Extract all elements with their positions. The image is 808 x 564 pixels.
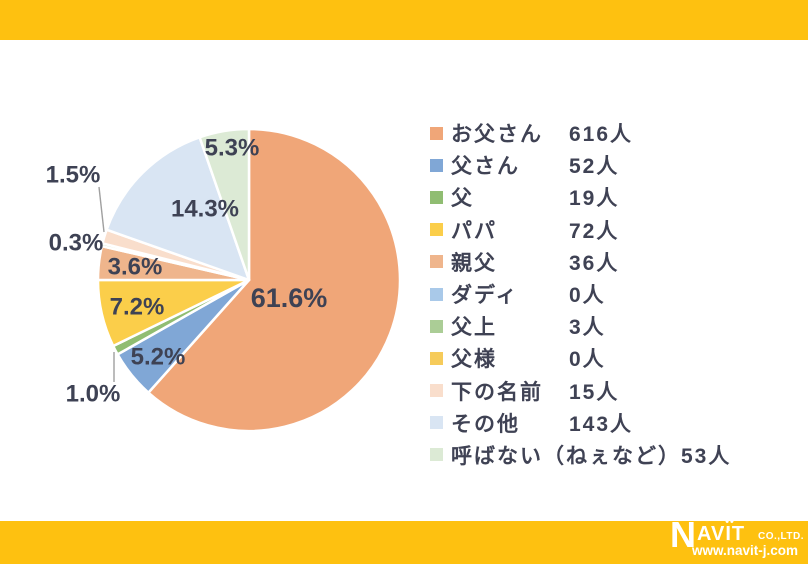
pie-percent-label: 1.5% bbox=[46, 162, 101, 189]
chart-legend: お父さん 616人 父さん 52人父 19人 パパ 72人 親父 36人 ダディ 0人 父上 3人 父様 0… bbox=[430, 117, 731, 471]
pie-percent-label: 0.3% bbox=[49, 230, 104, 257]
legend-swatch-icon bbox=[430, 319, 443, 333]
legend-swatch-icon bbox=[430, 126, 443, 140]
pie-percent-label: 14.3% bbox=[171, 196, 239, 223]
legend-row: 父上 3人 bbox=[430, 310, 731, 342]
legend-count: 53人 bbox=[681, 444, 732, 468]
legend-count: 3人 bbox=[569, 316, 606, 340]
legend-label: 下の名前 bbox=[451, 380, 543, 404]
pie-percent-label: 3.6% bbox=[108, 254, 163, 281]
legend-row: 父 19人 bbox=[430, 181, 731, 213]
legend-row: 下の名前 15人 bbox=[430, 375, 731, 407]
pie-slice bbox=[105, 136, 251, 282]
logo-letter-n: N bbox=[670, 514, 696, 555]
legend-count: 72人 bbox=[569, 219, 620, 243]
legend-count: 52人 bbox=[569, 155, 620, 179]
legend-label: 親父 bbox=[451, 251, 497, 275]
legend-label: 父上 bbox=[451, 316, 497, 340]
legend-label: 父さん bbox=[451, 155, 520, 179]
logo-wordmark: AVI T bbox=[697, 515, 746, 545]
legend-row: パパ 72人 bbox=[430, 214, 731, 246]
legend-row: その他 143人 bbox=[430, 407, 731, 439]
pie-percent-label: 1.0% bbox=[66, 381, 121, 408]
legend-row: 父様 0人 bbox=[430, 342, 731, 374]
logo-letter-t: T bbox=[731, 523, 746, 545]
logo-company-suffix: CO.,LTD. bbox=[758, 531, 805, 542]
legend-swatch-icon bbox=[430, 190, 443, 204]
legend-label: お父さん bbox=[451, 123, 543, 147]
legend-count: 143人 bbox=[569, 412, 634, 436]
logo-url: www.navit-j.com bbox=[692, 543, 799, 558]
legend-label: 父様 bbox=[451, 348, 497, 372]
pie-percent-label: 5.3% bbox=[205, 135, 260, 162]
top-border-band bbox=[0, 0, 808, 40]
pie-percent-label: 5.2% bbox=[131, 344, 186, 371]
pie-percent-label: 61.6% bbox=[251, 283, 328, 313]
legend-swatch-icon bbox=[430, 416, 443, 430]
legend-row: 親父 36人 bbox=[430, 246, 731, 278]
legend-swatch-icon bbox=[430, 448, 443, 462]
legend-label: 父 bbox=[451, 187, 474, 211]
legend-count: 19人 bbox=[569, 187, 620, 211]
legend-swatch-icon bbox=[430, 223, 443, 237]
legend-row: 父さん 52人 bbox=[430, 149, 731, 181]
label-leader-line bbox=[98, 186, 105, 233]
legend-swatch-icon bbox=[430, 158, 443, 172]
legend-count: 0人 bbox=[569, 348, 606, 372]
logo-letters-av: AV bbox=[697, 523, 726, 545]
pie-slice bbox=[198, 127, 251, 282]
pie-slice bbox=[147, 127, 402, 433]
legend-swatch-icon bbox=[430, 287, 443, 301]
pie-percent-label: 7.2% bbox=[110, 294, 165, 321]
legend-swatch-icon bbox=[430, 384, 443, 398]
legend-label: パパ bbox=[451, 219, 497, 243]
legend-count: 616人 bbox=[569, 123, 634, 147]
legend-swatch-icon bbox=[430, 351, 443, 365]
bottom-border-band bbox=[0, 521, 808, 564]
navit-logo: N AVI T CO.,LTD. www.navit-j.com bbox=[668, 515, 808, 564]
legend-label: その他 bbox=[451, 412, 520, 436]
legend-label: ダディ bbox=[451, 284, 519, 308]
legend-swatch-icon bbox=[430, 255, 443, 269]
logo-letter-i: I bbox=[724, 515, 736, 544]
legend-count: 15人 bbox=[569, 380, 620, 404]
legend-count: 0人 bbox=[569, 284, 606, 308]
legend-count: 36人 bbox=[569, 251, 620, 275]
legend-row: お父さん 616人 bbox=[430, 117, 731, 149]
legend-label: 呼ばない（ねぇなど） bbox=[451, 444, 681, 468]
legend-row: 呼ばない（ねぇなど） 53人 bbox=[430, 439, 731, 471]
legend-row: ダディ 0人 bbox=[430, 278, 731, 310]
